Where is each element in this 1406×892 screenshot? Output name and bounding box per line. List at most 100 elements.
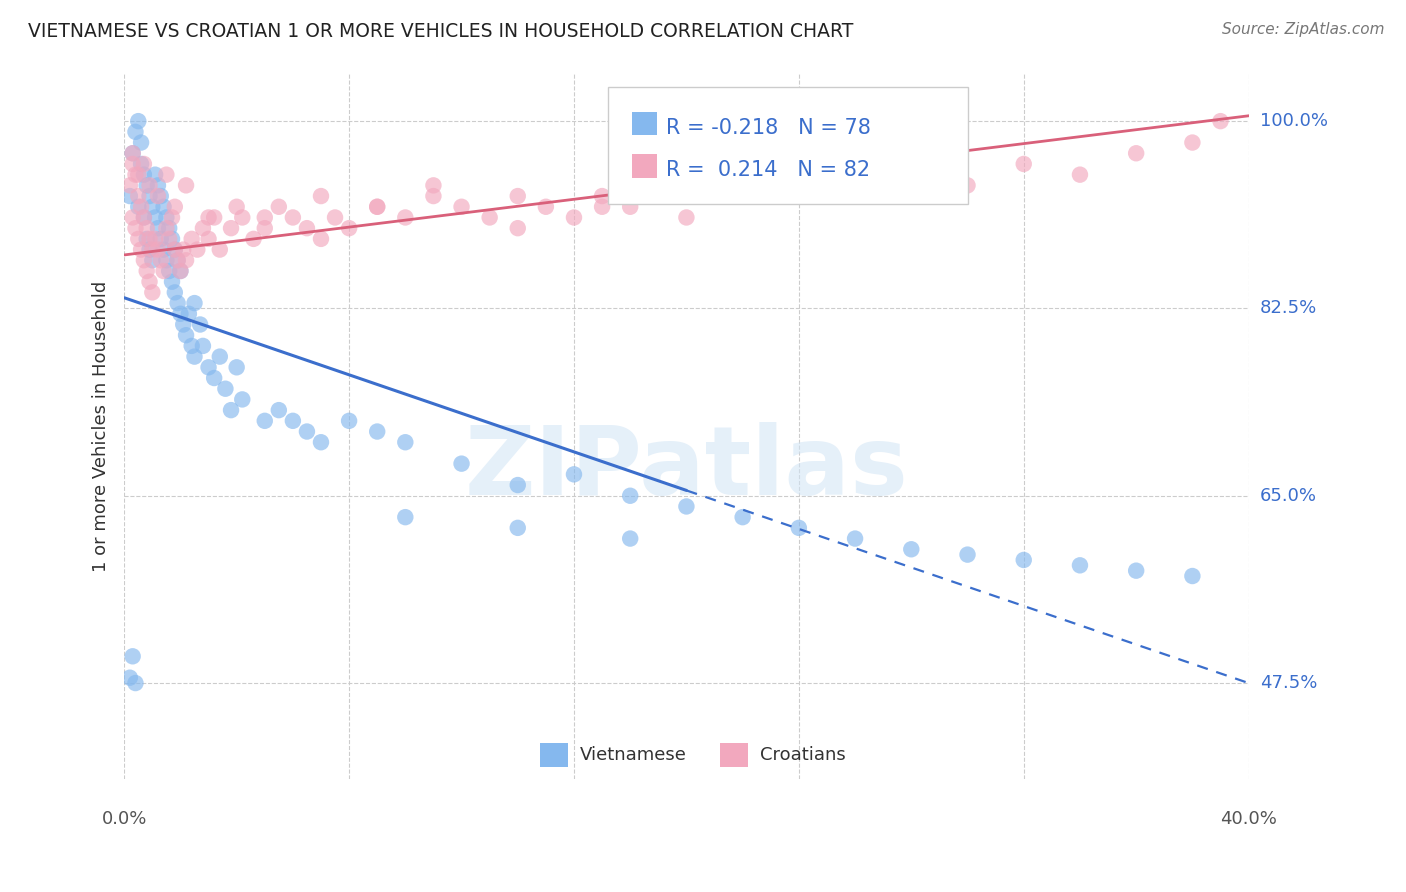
Point	[157, 232, 180, 246]
Point	[309, 232, 332, 246]
Point	[141, 200, 163, 214]
Point	[152, 264, 174, 278]
Point	[121, 146, 143, 161]
Point	[900, 168, 922, 182]
Point	[242, 232, 264, 246]
Point	[956, 178, 979, 193]
Point	[219, 403, 242, 417]
Point	[163, 243, 186, 257]
Point	[152, 200, 174, 214]
Point	[202, 211, 225, 225]
Point	[450, 457, 472, 471]
Point	[127, 168, 149, 182]
Y-axis label: 1 or more Vehicles in Household: 1 or more Vehicles in Household	[93, 281, 110, 572]
Point	[174, 328, 197, 343]
Point	[124, 221, 146, 235]
Point	[127, 114, 149, 128]
Point	[135, 221, 157, 235]
Point	[202, 371, 225, 385]
Point	[169, 307, 191, 321]
Point	[1209, 114, 1232, 128]
Point	[506, 221, 529, 235]
Point	[135, 232, 157, 246]
Point	[309, 189, 332, 203]
Point	[787, 521, 810, 535]
Point	[169, 264, 191, 278]
Point	[675, 500, 697, 514]
Point	[166, 253, 188, 268]
Point	[141, 243, 163, 257]
Point	[208, 243, 231, 257]
Point	[225, 360, 247, 375]
Point	[1181, 136, 1204, 150]
Point	[118, 178, 141, 193]
FancyBboxPatch shape	[633, 154, 657, 178]
Text: 100.0%: 100.0%	[1260, 112, 1327, 130]
Point	[121, 649, 143, 664]
Text: 65.0%: 65.0%	[1260, 487, 1317, 505]
Point	[337, 221, 360, 235]
Point	[138, 232, 160, 246]
Point	[337, 414, 360, 428]
Point	[844, 532, 866, 546]
Point	[1069, 168, 1091, 182]
Point	[506, 521, 529, 535]
Text: 0.0%: 0.0%	[101, 810, 146, 828]
Text: Vietnamese: Vietnamese	[579, 746, 686, 764]
Point	[129, 136, 152, 150]
Point	[267, 200, 290, 214]
Point	[562, 211, 585, 225]
Point	[186, 243, 208, 257]
Point	[157, 264, 180, 278]
Point	[129, 157, 152, 171]
Point	[191, 221, 214, 235]
Text: R = -0.218   N = 78: R = -0.218 N = 78	[666, 118, 872, 138]
Point	[135, 178, 157, 193]
Point	[188, 318, 211, 332]
Point	[132, 157, 155, 171]
Point	[146, 189, 169, 203]
Point	[160, 211, 183, 225]
Point	[281, 414, 304, 428]
Point	[160, 232, 183, 246]
Point	[129, 200, 152, 214]
Point	[197, 360, 219, 375]
Point	[160, 275, 183, 289]
Point	[132, 168, 155, 182]
Point	[422, 189, 444, 203]
Point	[155, 168, 177, 182]
Point	[155, 211, 177, 225]
Point	[174, 178, 197, 193]
Point	[132, 211, 155, 225]
Point	[146, 221, 169, 235]
Text: R =  0.214   N = 82: R = 0.214 N = 82	[666, 161, 870, 180]
Point	[138, 243, 160, 257]
Point	[118, 189, 141, 203]
Point	[1125, 146, 1147, 161]
Point	[163, 243, 186, 257]
Point	[146, 243, 169, 257]
Point	[183, 350, 205, 364]
Point	[295, 425, 318, 439]
Point	[191, 339, 214, 353]
Point	[197, 211, 219, 225]
Point	[149, 232, 172, 246]
Point	[295, 221, 318, 235]
Point	[787, 178, 810, 193]
Point	[124, 168, 146, 182]
Point	[169, 264, 191, 278]
Point	[281, 211, 304, 225]
Point	[591, 189, 613, 203]
Point	[1012, 553, 1035, 567]
Point	[121, 211, 143, 225]
Point	[219, 221, 242, 235]
Point	[127, 200, 149, 214]
Point	[267, 403, 290, 417]
Point	[172, 243, 194, 257]
Point	[1125, 564, 1147, 578]
Point	[619, 200, 641, 214]
Point	[127, 189, 149, 203]
Point	[135, 264, 157, 278]
Point	[619, 532, 641, 546]
Point	[619, 489, 641, 503]
